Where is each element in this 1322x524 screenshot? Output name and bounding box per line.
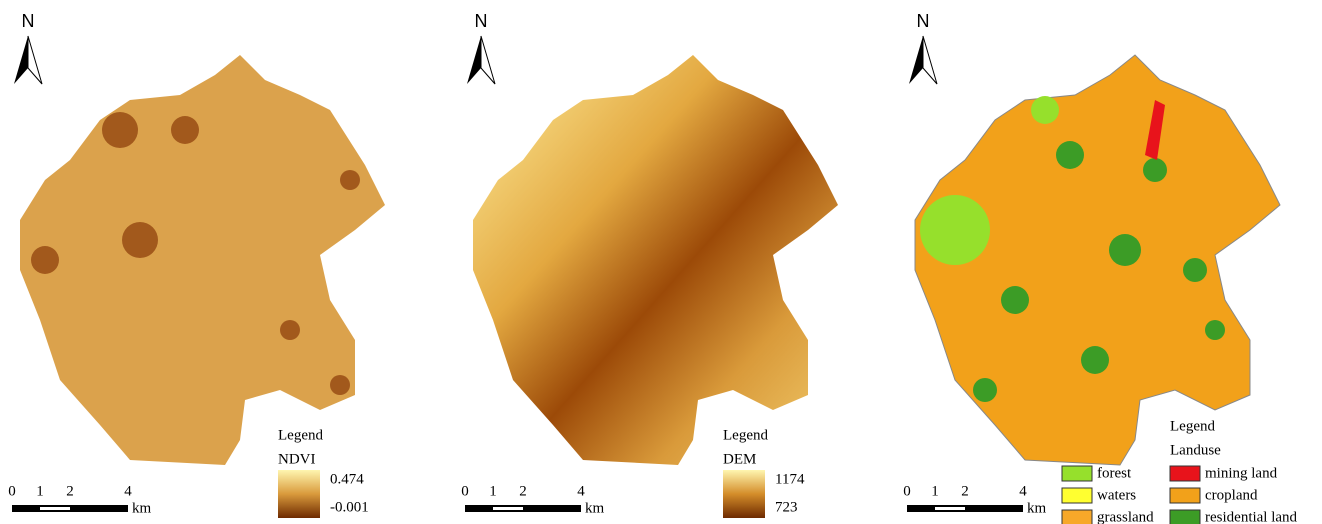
landuse-patch — [1109, 234, 1141, 266]
legend-title: Legend — [723, 427, 768, 443]
legend-item: forest — [1097, 465, 1132, 481]
page: N0124kmLegendNDVI0.474-0.001N0124kmLegen… — [0, 0, 1322, 524]
legend-item: cropland — [1205, 487, 1258, 503]
scale-label: 4 — [124, 483, 132, 499]
scale-label: 2 — [66, 483, 74, 499]
map-area — [20, 55, 385, 465]
low-ndvi-patch — [340, 170, 360, 190]
scale-unit: km — [1027, 500, 1047, 516]
landuse-patch — [920, 195, 990, 265]
landuse-patch — [1031, 96, 1059, 124]
scale-bar — [40, 507, 70, 510]
legend-item: grassland — [1097, 509, 1154, 524]
landuse-patch — [1205, 320, 1225, 340]
legend-high: 1174 — [775, 471, 805, 487]
scale-bar — [935, 507, 965, 510]
legend-layer: NDVI — [278, 451, 316, 467]
north-arrow — [481, 36, 495, 84]
scale-label: 0 — [8, 483, 16, 499]
scale-unit: km — [132, 500, 152, 516]
scale-bar — [493, 507, 523, 510]
legend-swatch — [1170, 488, 1200, 503]
legend-swatch — [1170, 466, 1200, 481]
north-label: N — [22, 11, 35, 31]
legend-layer: DEM — [723, 451, 756, 467]
scale-label: 4 — [1019, 483, 1027, 499]
legend-title: Legend — [278, 427, 323, 443]
legend-layer: Landuse — [1170, 442, 1221, 458]
map-panel: N 0 1 2 4km Legend Landuse forest waters grasslan… — [903, 11, 1297, 524]
legend-low: 723 — [775, 499, 798, 515]
landuse-patch — [1081, 346, 1109, 374]
scale-label: 1 — [489, 483, 497, 499]
legend-ramp — [278, 470, 320, 518]
north-arrow — [28, 36, 42, 84]
legend-item: mining land — [1205, 465, 1278, 481]
legend-item: waters — [1097, 487, 1136, 503]
scale-label: 2 — [961, 483, 969, 499]
scale-label: 1 — [36, 483, 44, 499]
scale-unit: km — [585, 500, 605, 516]
landuse-patch — [1143, 158, 1167, 182]
legend-swatch — [1170, 510, 1200, 524]
north-arrow — [467, 36, 481, 84]
scale-label: 2 — [519, 483, 527, 499]
north-arrow — [923, 36, 937, 84]
map-panel: N 0 1 2 4km Legend NDVI 0.474 -0.001 — [8, 11, 385, 518]
low-ndvi-patch — [31, 246, 59, 274]
legend-swatch — [1062, 510, 1092, 524]
legend-ramp — [723, 470, 765, 518]
legend-high: 0.474 — [330, 471, 364, 487]
low-ndvi-patch — [280, 320, 300, 340]
north-label: N — [917, 11, 930, 31]
north-label: N — [475, 11, 488, 31]
low-ndvi-patch — [171, 116, 199, 144]
north-arrow — [14, 36, 28, 84]
legend-low: -0.001 — [330, 499, 369, 515]
landuse-patch — [1001, 286, 1029, 314]
map-area — [473, 55, 838, 465]
low-ndvi-patch — [122, 222, 158, 258]
low-ndvi-patch — [102, 112, 138, 148]
legend-title: Legend — [1170, 418, 1215, 434]
scale-label: 4 — [577, 483, 585, 499]
map-panel: N 0 1 2 4km Legend DEM 1174 723 — [461, 11, 838, 518]
landuse-patch — [973, 378, 997, 402]
scale-label: 0 — [903, 483, 911, 499]
landuse-patch — [1056, 141, 1084, 169]
legend-item: residential land — [1205, 509, 1298, 524]
scale-label: 0 — [461, 483, 469, 499]
legend-swatch — [1062, 466, 1092, 481]
low-ndvi-patch — [330, 375, 350, 395]
scale-label: 1 — [931, 483, 939, 499]
figure: N0124kmLegendNDVI0.474-0.001N0124kmLegen… — [0, 0, 1322, 524]
legend-swatch — [1062, 488, 1092, 503]
landuse-patch — [1183, 258, 1207, 282]
north-arrow — [909, 36, 923, 84]
